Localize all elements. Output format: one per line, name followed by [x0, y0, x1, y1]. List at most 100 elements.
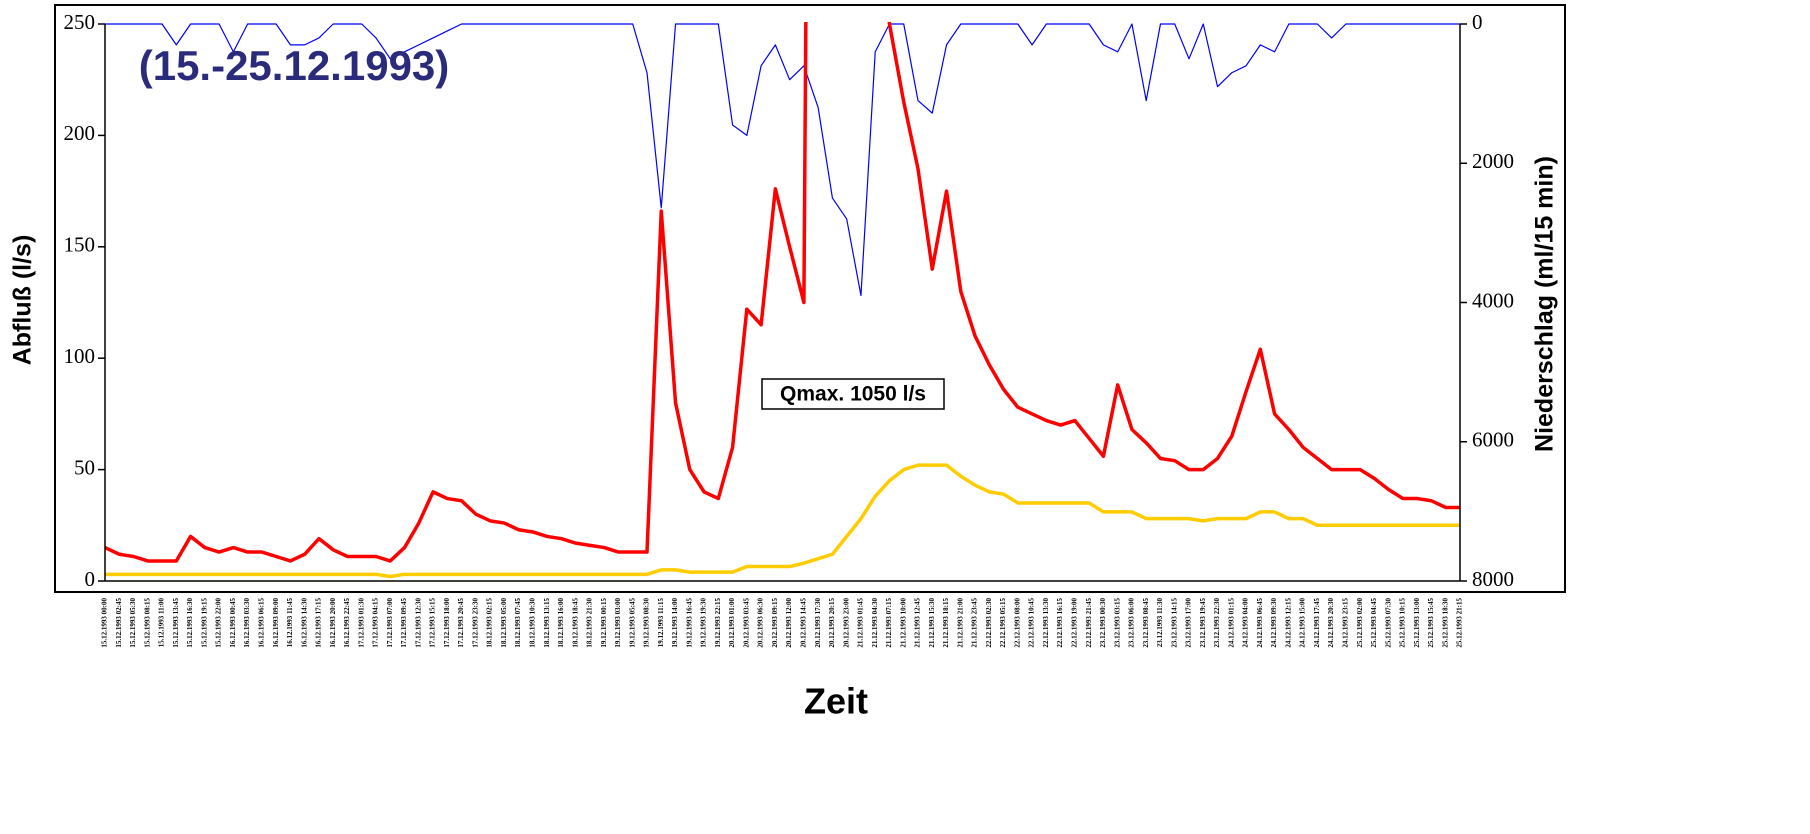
y-tick-label: 250	[64, 10, 96, 34]
plot-frame	[54, 4, 1566, 593]
x-tick-label: 16.12.1993 09:00	[272, 598, 280, 648]
y-tick-label: 50	[74, 455, 95, 479]
x-tick-label: 20.12.1993 17:30	[814, 598, 822, 648]
x-tick-label: 15.12.1993 22:00	[215, 598, 223, 648]
x-tick-label: 24.12.1993 20:30	[1327, 598, 1335, 648]
x-tick-label: 21.12.1993 21:00	[956, 598, 964, 648]
x-tick-label: 18.12.1993 13:15	[543, 598, 551, 648]
x-tick-label: 15.12.1993 08:15	[143, 598, 151, 648]
x-tick-label: 20.12.1993 23:00	[842, 598, 850, 648]
x-tick-label: 21.12.1993 01:45	[857, 598, 865, 648]
annotation-box	[761, 378, 945, 410]
x-tick-label: 18.12.1993 18:45	[571, 598, 579, 648]
x-tick-label: 18.12.1993 10:30	[529, 598, 537, 648]
x-tick-label: 19.12.1993 03:00	[614, 598, 622, 648]
x-tick-label: 17.12.1993 23:30	[471, 598, 479, 648]
x-tick-label: 19.12.1993 00:15	[600, 598, 608, 648]
x-tick-label: 16.12.1993 03:30	[243, 598, 251, 648]
x-tick-label: 19.12.1993 22:15	[714, 598, 722, 648]
x-tick-label: 20.12.1993 09:15	[771, 598, 779, 648]
y-tick-label: 200	[64, 121, 96, 145]
y-axis-label: Abfluß (l/s)	[9, 235, 37, 366]
x-tick-label: 20.12.1993 06:30	[757, 598, 765, 648]
x-tick-label: 25.12.1993 04:45	[1370, 598, 1378, 648]
x-tick-label: 17.12.1993 15:15	[429, 598, 437, 648]
data-line	[105, 22, 1460, 563]
x-tick-label: 21.12.1993 23:45	[971, 598, 979, 648]
chart-title: (15.-25.12.1993)	[139, 42, 450, 89]
x-tick-label: 25.12.1993 13:00	[1413, 598, 1421, 648]
x-tick-label: 22.12.1993 19:00	[1071, 598, 1079, 648]
x-tick-label: 24.12.1993 09:30	[1270, 598, 1278, 648]
x-tick-label: 16.12.1993 00:45	[229, 598, 237, 648]
x-tick-label: 24.12.1993 01:15	[1227, 598, 1235, 648]
x-tick-label: 25.12.1993 10:15	[1399, 598, 1407, 648]
x-tick-label: 18.12.1993 05:00	[500, 598, 508, 648]
x-tick-label: 21.12.1993 07:15	[885, 598, 893, 648]
x-tick-label: 24.12.1993 15:00	[1299, 598, 1307, 648]
x-tick-label: 15.12.1993 05:30	[129, 598, 137, 648]
data-line	[105, 463, 1460, 579]
annotation: Qmax. 1050 l/s	[780, 383, 926, 406]
x-tick-label: 19.12.1993 14:00	[671, 598, 679, 648]
y2-tick-label: 8000	[1472, 567, 1514, 591]
y2-tick-label: 4000	[1472, 288, 1514, 312]
x-tick-label: 24.12.1993 17:45	[1313, 598, 1321, 648]
x-tick-label: 17.12.1993 09:45	[400, 598, 408, 648]
data-line	[105, 23, 1460, 297]
x-tick-label: 20.12.1993 12:00	[785, 598, 793, 648]
x-tick-label: 17.12.1993 07:00	[386, 598, 394, 648]
x-tick-label: 17.12.1993 04:15	[372, 598, 380, 648]
x-tick-label: 23.12.1993 14:15	[1170, 598, 1178, 648]
x-tick-label: 25.12.1993 07:30	[1384, 598, 1392, 648]
x-tick-label: 18.12.1993 07:45	[514, 598, 522, 648]
x-tick-label: 18.12.1993 16:00	[557, 598, 565, 648]
x-tick-label: 15.12.1993 13:45	[172, 598, 180, 648]
x-tick-label: 19.12.1993 05:45	[628, 598, 636, 648]
x-tick-label: 17.12.1993 20:45	[457, 598, 465, 648]
x-tick-label: 19.12.1993 08:30	[643, 598, 651, 648]
x-tick-label: 23.12.1993 06:00	[1128, 598, 1136, 648]
x-tick-label: 24.12.1993 12:15	[1284, 598, 1292, 648]
x-tick-label: 20.12.1993 01:00	[728, 598, 736, 648]
x-tick-label: 24.12.1993 06:45	[1256, 598, 1264, 648]
y-tick-label: 150	[64, 233, 96, 257]
x-tick-label: 23.12.1993 19:45	[1199, 598, 1207, 648]
x-tick-label: 25.12.1993 18:30	[1441, 598, 1449, 648]
x-tick-label: 20.12.1993 03:45	[742, 598, 750, 648]
x-tick-label: 24.12.1993 23:15	[1342, 598, 1350, 648]
x-tick-label: 19.12.1993 11:15	[657, 598, 665, 648]
x-axis-label: Zeit	[804, 681, 868, 722]
x-tick-label: 25.12.1993 21:15	[1456, 598, 1464, 648]
x-tick-label: 22.12.1993 10:45	[1028, 598, 1036, 648]
x-tick-label: 24.12.1993 04:00	[1242, 598, 1250, 648]
x-tick-label: 16.12.1993 22:45	[343, 598, 351, 648]
x-tick-label: 16.12.1993 11:45	[286, 598, 294, 648]
x-tick-label: 21.12.1993 15:30	[928, 598, 936, 648]
x-tick-label: 23.12.1993 03:15	[1113, 598, 1121, 648]
y2-tick-label: 0	[1472, 10, 1483, 34]
x-tick-label: 15.12.1993 02:45	[115, 598, 123, 648]
x-tick-label: 23.12.1993 22:30	[1213, 598, 1221, 648]
x-tick-label: 22.12.1993 08:00	[1013, 598, 1021, 648]
x-tick-label: 23.12.1993 00:30	[1099, 598, 1107, 648]
x-tick-label: 16.12.1993 17:15	[315, 598, 323, 648]
x-tick-label: 21.12.1993 12:45	[914, 598, 922, 648]
x-tick-label: 16.12.1993 20:00	[329, 598, 337, 648]
x-tick-label: 25.12.1993 15:45	[1427, 598, 1435, 648]
y2-axis-label: Niederschlag (ml/15 min)	[1531, 156, 1559, 452]
x-tick-label: 22.12.1993 02:30	[985, 598, 993, 648]
x-tick-label: 15.12.1993 19:15	[200, 598, 208, 648]
x-tick-label: 21.12.1993 10:00	[899, 598, 907, 648]
x-tick-label: 19.12.1993 16:45	[685, 598, 693, 648]
x-tick-label: 16.12.1993 14:30	[300, 598, 308, 648]
x-tick-label: 18.12.1993 21:30	[586, 598, 594, 648]
x-tick-label: 22.12.1993 13:30	[1042, 598, 1050, 648]
x-tick-label: 20.12.1993 20:15	[828, 598, 836, 648]
x-tick-label: 15.12.1993 16:30	[186, 598, 194, 648]
x-tick-label: 19.12.1993 19:30	[700, 598, 708, 648]
plot-area	[105, 22, 1460, 579]
y-tick-label: 100	[64, 344, 96, 368]
x-tick-label: 18.12.1993 02:15	[486, 598, 494, 648]
x-tick-label: 15.12.1993 11:00	[158, 598, 166, 648]
